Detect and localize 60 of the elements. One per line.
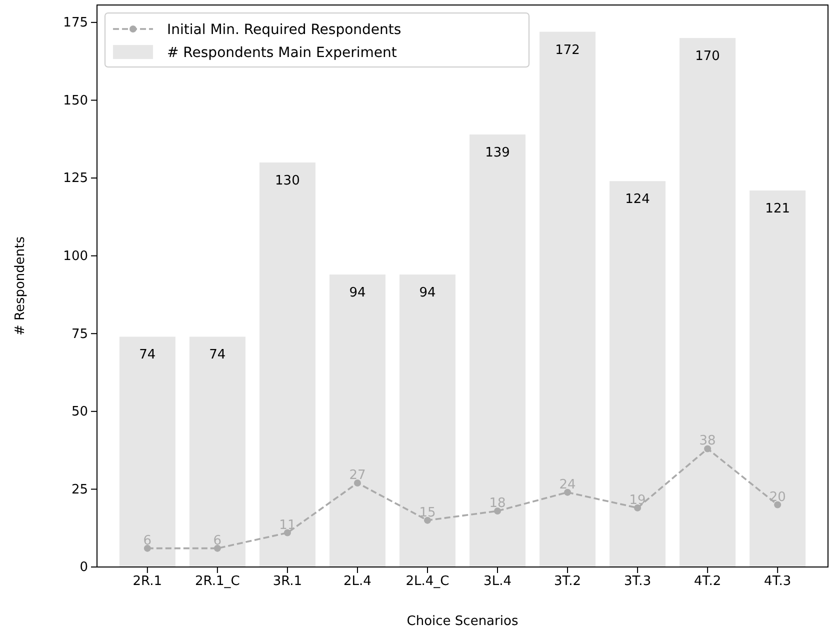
data-label: 24 (559, 477, 576, 492)
point (284, 529, 291, 536)
bar (119, 336, 176, 567)
data-label: 27 (349, 468, 366, 483)
data-label: 6 (213, 533, 222, 548)
data-label: 172 (555, 42, 580, 58)
point (704, 445, 712, 452)
data-label: 94 (419, 285, 436, 300)
y-tick-label: 25 (71, 482, 88, 498)
data-label: 121 (765, 201, 790, 216)
legend-label: # Respondents Main Experiment (167, 45, 398, 61)
y-tick-label: 50 (71, 404, 88, 420)
y-tick-label: 175 (63, 16, 88, 31)
point (144, 544, 151, 552)
data-label: 170 (695, 48, 720, 64)
point (494, 507, 502, 514)
point (424, 516, 431, 524)
legend-label: Initial Min. Required Respondents (167, 22, 402, 38)
y-tick-label: 150 (63, 93, 88, 108)
x-tick-label: 3T.2 (554, 574, 582, 590)
x-tick-label: 2R.1_C (195, 574, 240, 590)
data-label: 130 (275, 173, 300, 188)
data-label: 19 (629, 492, 646, 508)
x-tick-label: 4T.2 (694, 574, 722, 590)
x-tick-label: 3R.1 (272, 574, 302, 590)
data-label: 124 (625, 192, 650, 208)
bar (750, 190, 806, 567)
bar (259, 162, 316, 567)
point (354, 479, 361, 486)
data-label: 18 (489, 496, 506, 511)
x-tick-label: 3T.3 (624, 574, 652, 590)
bar (470, 134, 526, 567)
x-tick-label: 3L.4 (484, 574, 512, 590)
point (774, 501, 782, 508)
data-label: 15 (419, 505, 436, 520)
bar (540, 32, 596, 567)
bar (610, 181, 666, 567)
point (634, 504, 642, 512)
data-label: 6 (143, 533, 152, 548)
data-label: 38 (699, 434, 716, 449)
bar (399, 274, 456, 567)
point (564, 488, 572, 496)
bar (189, 336, 246, 567)
point (214, 544, 221, 552)
y-axis-title: # Respondents (13, 236, 28, 336)
x-tick-label: 2L.4_C (406, 574, 450, 590)
y-tick-label: 125 (63, 171, 88, 186)
data-label: 139 (485, 145, 510, 160)
x-axis-title: Choice Scenarios (406, 614, 518, 629)
y-tick-label: 100 (63, 248, 88, 264)
x-tick-label: 4T.3 (764, 574, 792, 590)
data-label: 74 (139, 348, 156, 363)
x-tick-label: 2L.4 (344, 574, 372, 590)
bar (329, 274, 386, 567)
bar (680, 38, 736, 567)
data-label: 94 (349, 285, 366, 300)
y-tick-label: 0 (80, 560, 88, 576)
data-label: 74 (209, 348, 226, 363)
x-tick-label: 2R.1 (132, 574, 162, 590)
y-tick-label: 75 (71, 326, 88, 342)
